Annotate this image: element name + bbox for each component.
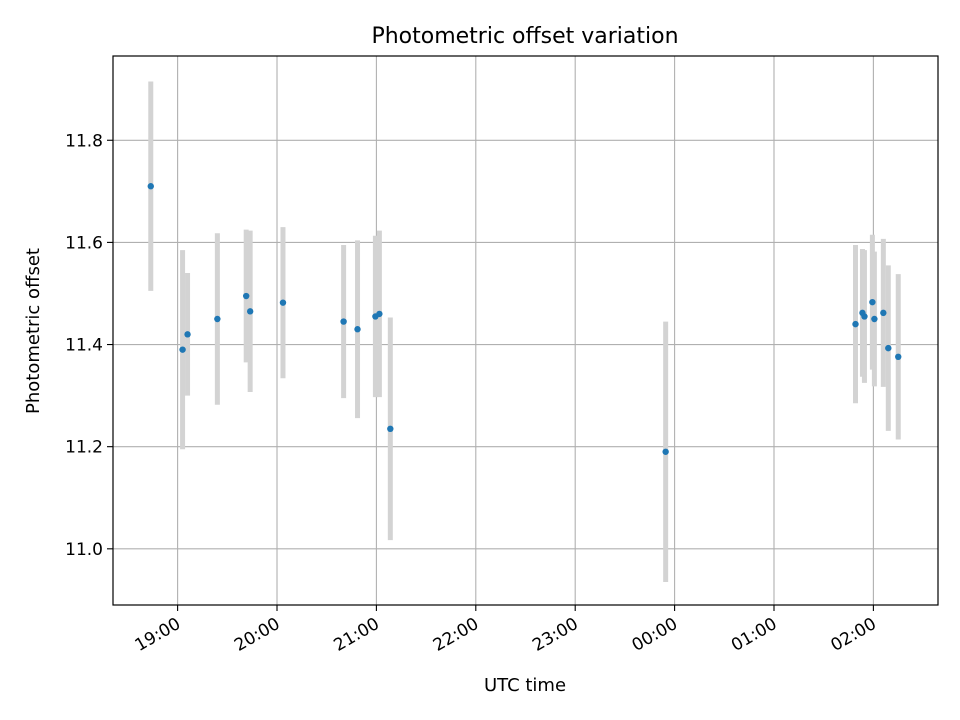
y-tick-label: 11.6 [65, 233, 103, 253]
data-point [376, 310, 383, 318]
data-point [279, 299, 287, 306]
y-axis-ticks: 11.0 11.2 11.4 11.6 11.8 [65, 131, 113, 560]
y-axis-label: Photometric offset [23, 248, 44, 414]
data-point [861, 313, 868, 320]
x-axis-label: UTC time [484, 675, 566, 696]
y-tick-label: 11.8 [65, 131, 103, 151]
data-point [387, 425, 394, 433]
chart-title: Photometric offset variation [371, 24, 678, 49]
y-tick-label: 11.0 [65, 540, 103, 560]
plot-frame [112, 55, 939, 606]
data-point [895, 353, 902, 361]
data-point [147, 183, 154, 190]
data-point [869, 298, 876, 306]
data-point [852, 320, 859, 328]
data-point [880, 309, 887, 317]
data-point [214, 315, 221, 323]
data-point [179, 346, 186, 353]
y-tick-label: 11.4 [65, 336, 103, 356]
data-point [871, 315, 878, 323]
data-point [662, 448, 669, 455]
data-point [184, 331, 191, 338]
data-point [885, 344, 892, 352]
data-point [340, 318, 347, 325]
data-point [246, 308, 254, 315]
data-points [147, 183, 902, 455]
data-point [242, 292, 250, 300]
data-point [354, 326, 361, 333]
y-tick-label: 11.2 [65, 438, 103, 458]
